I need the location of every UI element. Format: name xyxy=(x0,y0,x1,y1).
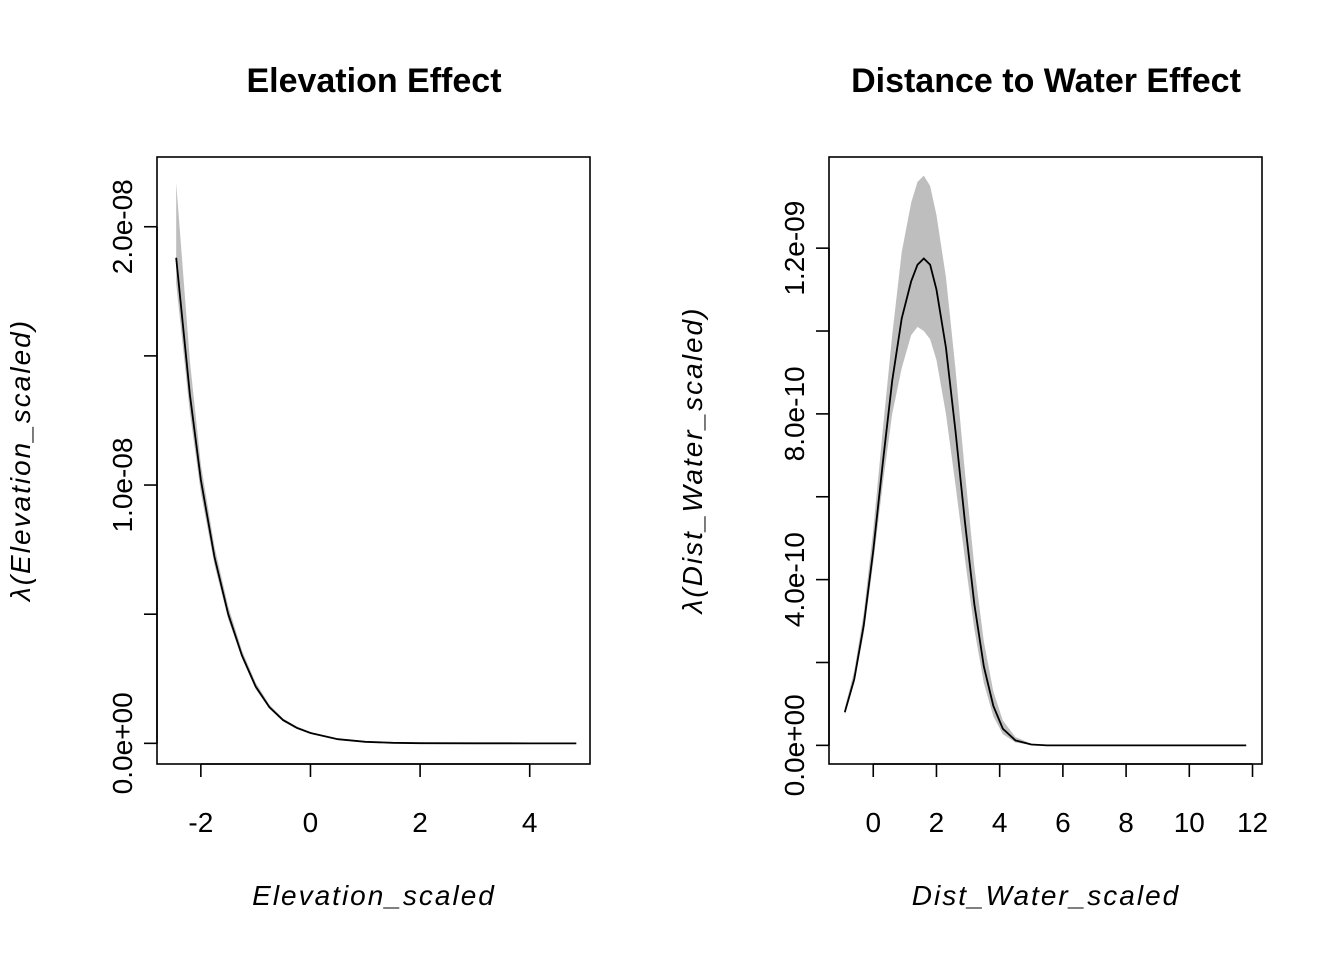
x-tick-label: 10 xyxy=(1174,807,1205,838)
chart-title: Elevation Effect xyxy=(246,62,501,100)
confidence-band xyxy=(176,182,577,744)
y-tick-label: 2.0e-08 xyxy=(107,179,138,274)
x-tick-label: -2 xyxy=(188,807,213,838)
plot-frame xyxy=(156,156,591,765)
panel-elevation: Elevation Effect -2 0 2 4 0.0e+00 1.0e-08 2.0… xyxy=(5,62,591,911)
y-tick-label: 4.0e-10 xyxy=(779,532,810,627)
x-tick-label: 12 xyxy=(1237,807,1268,838)
x-tick-label: 0 xyxy=(303,807,319,838)
x-tick-label: 4 xyxy=(992,807,1008,838)
x-tick-label: 2 xyxy=(412,807,428,838)
y-tick-label: 0.0e+00 xyxy=(779,694,810,796)
chart-title: Distance to Water Effect xyxy=(851,62,1241,100)
x-axis-label: Elevation_scaled xyxy=(252,880,496,911)
y-tick-label: 8.0e-10 xyxy=(779,366,810,461)
x-tick-label: 2 xyxy=(929,807,945,838)
y-tick-label: 1.0e-08 xyxy=(107,438,138,533)
y-axis-label: λ(Dist_Water_scaled) xyxy=(677,307,708,616)
x-axis-label: Dist_Water_scaled xyxy=(912,880,1180,911)
series-line xyxy=(843,257,1247,747)
y-tick-label: 0.0e+00 xyxy=(107,692,138,794)
x-tick-label: 0 xyxy=(865,807,881,838)
plot-frame xyxy=(828,156,1263,765)
y-tick-label: 1.2e-09 xyxy=(779,201,810,296)
x-tick-label: 8 xyxy=(1118,807,1134,838)
y-axis-label: λ(Elevation_scaled) xyxy=(5,319,36,603)
x-tick-label: 6 xyxy=(1055,807,1071,838)
series-line xyxy=(175,257,577,745)
confidence-band xyxy=(844,175,1247,746)
panel-distance-water: Distance to Water Effect 0 2 4 6 8 10 12 0.0e+… xyxy=(677,62,1268,911)
x-tick-label: 4 xyxy=(522,807,538,838)
